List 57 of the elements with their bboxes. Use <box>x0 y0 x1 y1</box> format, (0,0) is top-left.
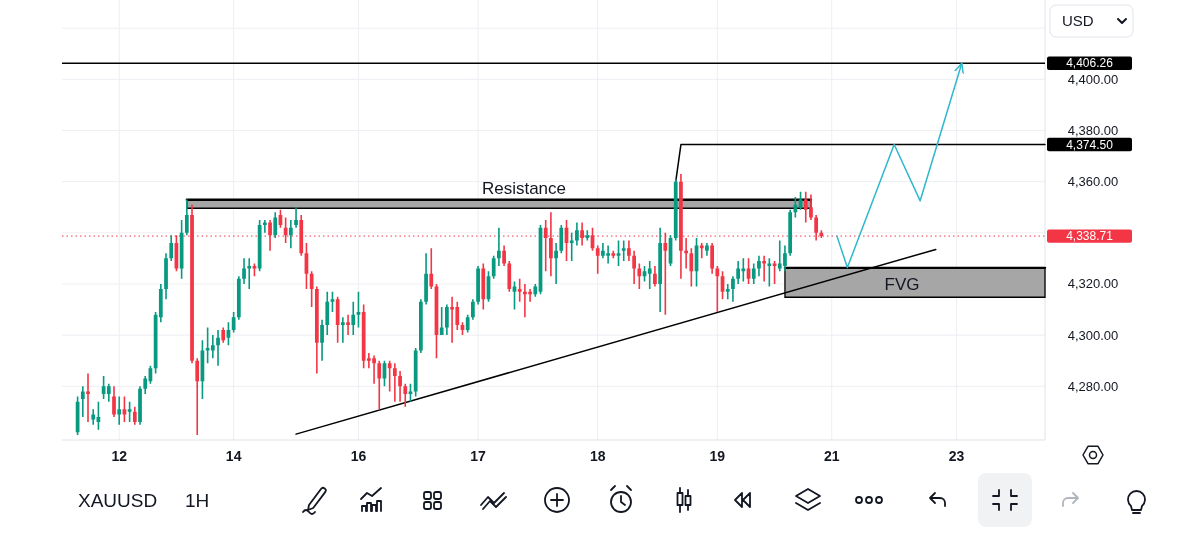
y-tick-label: 4,360.00 <box>1067 174 1119 190</box>
candlestick <box>86 373 90 423</box>
x-tick-label: 19 <box>709 447 726 464</box>
text: 1H <box>185 489 210 511</box>
candlestick <box>497 227 501 267</box>
candlestick <box>725 283 730 300</box>
candlestick <box>647 260 652 290</box>
x-tick-label: 14 <box>225 447 242 464</box>
candlestick <box>595 245 600 274</box>
x-tick-label: 21 <box>823 447 840 464</box>
text: USD <box>1062 12 1094 30</box>
candlestick <box>699 243 704 259</box>
y-tick-label: 4,380.00 <box>1067 122 1119 138</box>
series-label: 4,374.50 <box>1066 137 1114 152</box>
y-tick-label: 4,400.00 <box>1067 71 1119 87</box>
x-tick-label: 18 <box>589 447 606 464</box>
candlestick <box>554 243 558 284</box>
y-tick-label: 4,320.00 <box>1067 276 1119 292</box>
candlestick <box>288 220 293 249</box>
ref-line-label: 4,338.71 <box>1066 229 1114 244</box>
candlestick <box>106 383 111 402</box>
candlestick <box>340 317 345 343</box>
candlestick <box>262 220 267 233</box>
candlestick <box>757 255 761 277</box>
y-tick-label: 4,300.00 <box>1067 327 1119 343</box>
candlestick <box>429 248 434 290</box>
candlestick <box>80 386 85 417</box>
candlestick <box>621 240 626 261</box>
candlestick <box>294 207 298 228</box>
x-tick-label: 23 <box>948 447 965 464</box>
candlestick <box>346 314 350 336</box>
annotation: FVG <box>884 274 920 294</box>
candlestick <box>195 358 200 435</box>
candlestick <box>351 301 356 336</box>
candlestick <box>91 409 96 425</box>
x-tick-label: 12 <box>111 447 128 464</box>
candlestick <box>216 330 220 366</box>
x-tick-label: 16 <box>350 447 367 464</box>
ref-line-label: 4,406.26 <box>1066 56 1114 71</box>
candlestick <box>247 258 252 290</box>
candlestick <box>731 276 735 302</box>
candlestick <box>398 370 402 402</box>
text: XAUUSD <box>78 489 158 511</box>
candlestick <box>684 237 688 269</box>
x-tick-label: 17 <box>470 447 487 464</box>
candlestick <box>377 360 382 410</box>
candlestick <box>242 258 246 284</box>
candlestick <box>762 255 767 282</box>
annotation: Resistance <box>481 178 567 198</box>
y-tick-label: 4,280.00 <box>1067 378 1119 394</box>
candlestick <box>403 383 408 407</box>
candlestick <box>705 243 709 256</box>
candlestick <box>632 250 636 284</box>
candlestick <box>393 363 397 402</box>
candlestick <box>627 240 631 261</box>
candlestick <box>117 396 122 425</box>
candlestick <box>569 232 574 261</box>
